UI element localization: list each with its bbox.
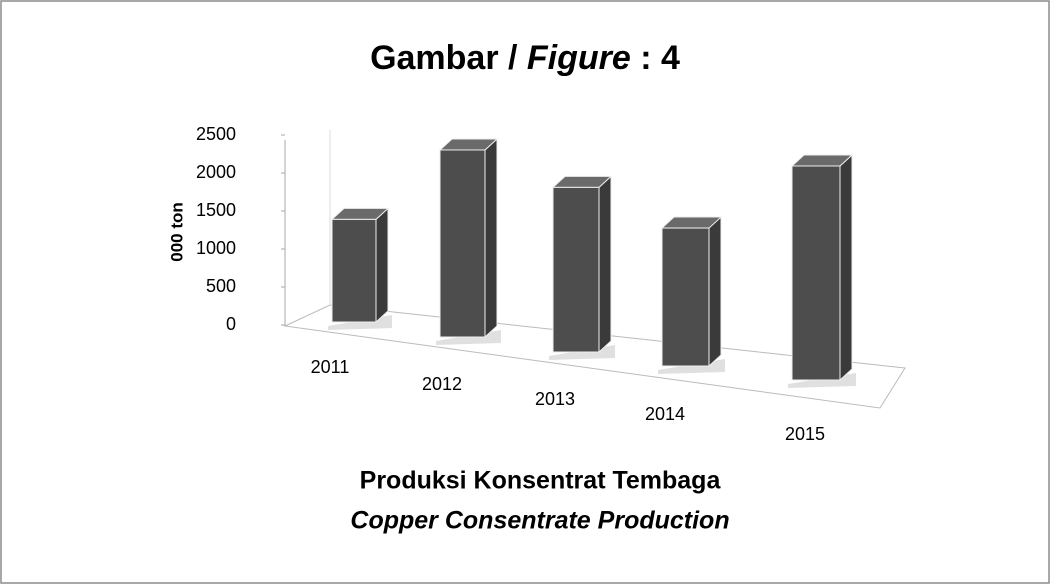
bar-side (375, 207, 389, 324)
bar (439, 149, 486, 338)
y-tick-label: 2500 (196, 124, 236, 144)
y-tick-label: 2000 (196, 162, 236, 182)
caption: Produksi Konsentrat Tembaga (360, 467, 722, 495)
x-tick-label: 2013 (535, 389, 575, 409)
y-axis-label: 000 ton (167, 202, 186, 262)
bar-side (598, 175, 612, 354)
bar-side (484, 137, 498, 339)
y-tick-label: 500 (206, 276, 236, 296)
bar-side (839, 153, 853, 382)
chart-title: Gambar / Figure : 4 (370, 39, 680, 77)
title-part: : 4 (631, 39, 680, 77)
x-tick-label: 2015 (785, 424, 825, 444)
x-tick-label: 2014 (645, 404, 685, 424)
x-tick-label: 2012 (422, 374, 462, 394)
y-tick-label: 1500 (196, 200, 236, 220)
bar-side (708, 215, 722, 368)
bar (661, 227, 710, 367)
title-part: Figure (527, 39, 631, 77)
y-tick-label: 1000 (196, 238, 236, 258)
bar (331, 218, 377, 323)
caption-en: Copper Consentrate Production (350, 507, 729, 535)
bar (552, 186, 600, 353)
bar (791, 165, 841, 381)
y-tick-label: 0 (226, 314, 236, 334)
x-tick-label: 2011 (311, 357, 350, 377)
title-part: Gambar / (370, 39, 527, 77)
